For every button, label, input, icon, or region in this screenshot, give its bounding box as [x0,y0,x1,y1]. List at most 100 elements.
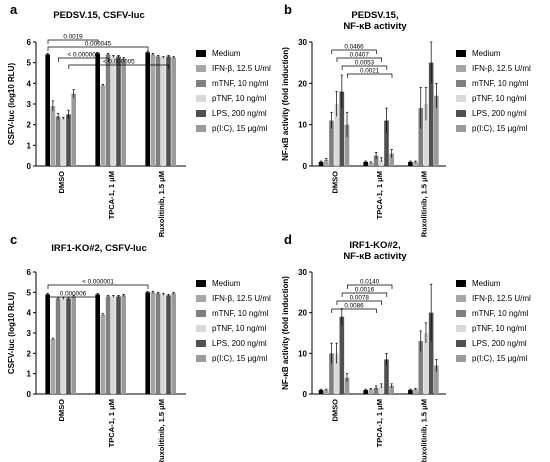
legend-label: LPS, 200 ng/ml [472,339,527,348]
y-tick-label: 0 [303,162,308,171]
bar-p-i-c--0 [344,124,350,166]
bar-p-i-c--1 [121,58,126,166]
bar-lps-0 [339,316,345,394]
legend-label: mTNF, 10 ng/ml [212,309,269,318]
legend-swatch [196,340,206,347]
y-tick-label: 2 [27,349,32,358]
y-tick-label: 5 [27,59,32,68]
legend-swatch [196,295,206,302]
legend-swatch [456,80,466,87]
legend-label: p(I:C), 15 μg/ml [212,124,268,133]
y-tick-label: 3 [27,329,32,338]
bar-ptnf-1 [111,296,116,394]
legend-label: p(I:C), 15 μg/ml [472,354,528,363]
x-tick-label: Ruxolitinib, 1.5 μM [157,171,166,237]
p-value-label: 0.000006 [60,291,87,298]
legend-label: Medium [472,49,501,58]
bar-mtnf-1 [105,54,111,166]
legend-swatch [196,125,206,132]
bar-ptnf-1 [379,159,384,166]
y-axis-label: NF-κB activity (fold induction) [281,276,290,390]
x-tick-label: DMSO [330,171,339,194]
bar-ifn--0 [323,389,329,394]
chart-title-line: NF-κB activity [343,21,407,32]
y-tick-label: 4 [27,309,32,318]
p-value-label: 0.0140 [360,279,380,286]
bar-p-i-c--1 [389,153,394,166]
p-value-label: 0.0016 [355,287,375,294]
bar-mtnf-2 [155,293,161,394]
bar-medium-1 [363,161,368,166]
bar-mtnf-0 [55,116,61,166]
significance-bracket [336,57,382,62]
significance-bracket [341,292,388,297]
bar-mtnf-0 [329,353,334,394]
p-value-label: < 0.000001 [82,279,114,286]
x-tick-label: Ruxolitinib, 1.5 μM [420,171,429,237]
p-value-label: 0.0078 [350,295,370,302]
legend-label: pTNF, 10 ng/ml [212,94,266,103]
bar-p-i-c--0 [344,377,350,394]
bar-ifn--0 [323,159,329,166]
legend-label: mTNF, 10 ng/ml [472,79,529,88]
panel-letter: c [10,232,17,247]
y-tick-label: 1 [27,141,32,150]
legend-label: Medium [212,279,241,288]
y-tick-label: 2 [27,121,32,130]
bar-ifn--0 [50,339,56,394]
legend-swatch [196,355,206,362]
legend-swatch [456,125,466,132]
bar-lps-0 [66,298,71,394]
p-value-label: 0.0086 [344,303,364,310]
significance-bracket [346,284,393,289]
bar-p-i-c--2 [171,57,176,166]
significance-bracket [346,73,393,78]
chart-title: PEDSV.15, NF-κB activity [343,10,407,32]
bar-mtnf-2 [418,108,424,166]
legend-label: LPS, 200 ng/ml [212,339,267,348]
significance-bracket [336,300,382,305]
bar-lps-1 [116,296,121,394]
x-tick-label: TPCA-1, 1 μM [107,171,116,219]
bar-medium-2 [408,161,413,166]
bar-p-i-c--2 [434,95,439,166]
legend-swatch [456,110,466,117]
bar-lps-2 [166,295,171,394]
bar-p-i-c--2 [171,293,176,394]
legend-label: pTNF, 10 ng/ml [472,94,526,103]
bar-ifn--2 [150,292,156,394]
p-value-label: 0.0053 [355,60,375,67]
y-tick-label: 0 [27,162,32,171]
panel-d: d IRF1-KO#2, NF-κB activity NF-κB activity … [281,232,531,462]
y-tick-label: 20 [298,79,307,88]
p-value-label: 0.0466 [344,44,364,51]
p-value-label: < 0.000005 [68,52,100,59]
y-tick-label: 1 [27,370,32,379]
bar-p-i-c--1 [389,385,394,394]
bar-ifn--0 [50,106,56,166]
legend-swatch [196,50,206,57]
significance-bracket [47,39,99,44]
legend-swatch [196,280,206,287]
panel-letter: d [284,232,292,247]
bar-lps-0 [339,91,345,166]
significance-bracket [341,65,388,70]
y-tick-label: 20 [298,309,307,318]
legend-label: p(I:C), 15 μg/ml [212,354,268,363]
bar-ifn--2 [150,54,156,166]
legend-swatch [456,95,466,102]
bar-ptnf-1 [379,385,384,394]
legend-swatch [456,325,466,332]
y-tick-label: 0 [27,390,32,399]
bar-medium-0 [318,161,324,166]
legend-swatch [456,355,466,362]
bar-ifn--2 [413,161,418,166]
x-tick-label: DMSO [330,399,339,422]
legend-swatch [456,50,466,57]
panel-b: b PEDSV.15, NF-κB activity NF-κB activity (… [281,2,531,237]
legend-swatch [456,340,466,347]
bar-ptnf-1 [111,56,116,166]
bar-ifn--2 [413,389,418,394]
bar-p-i-c--0 [71,93,76,166]
chart-title-line: NF-κB activity [343,251,407,262]
